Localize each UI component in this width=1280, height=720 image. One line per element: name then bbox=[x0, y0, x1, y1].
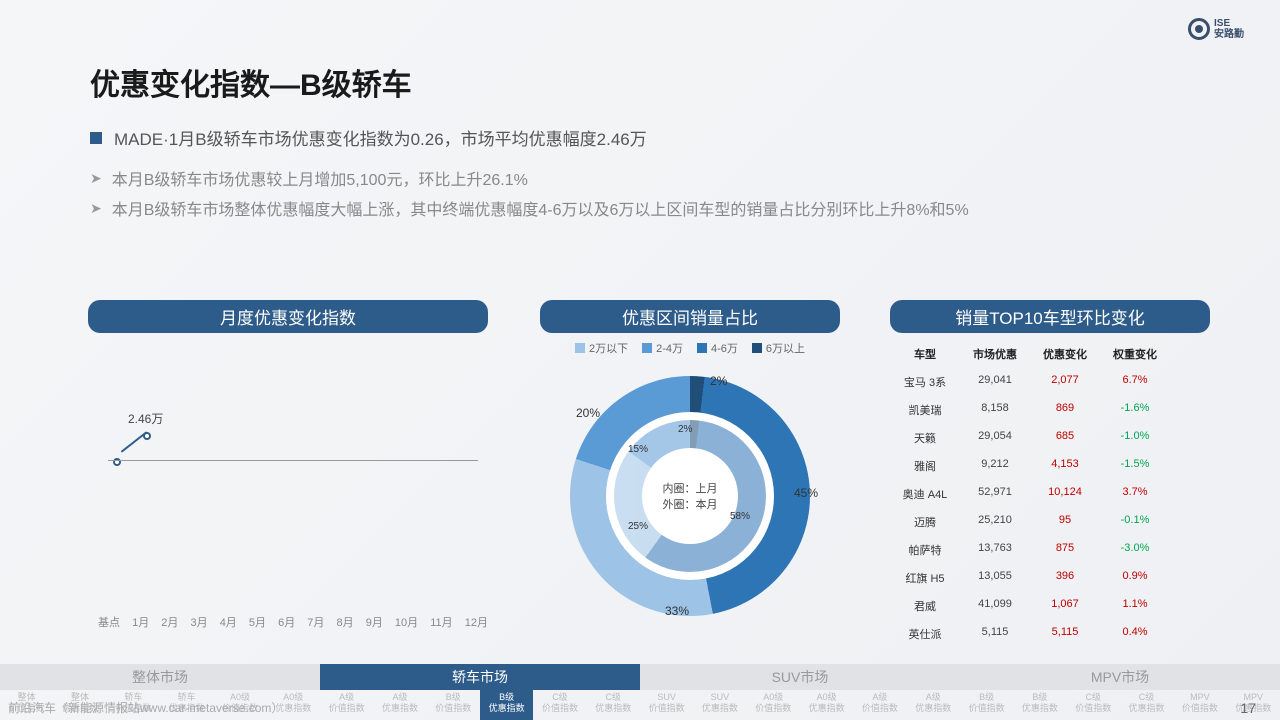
section-head-donut: 优惠区间销量占比 bbox=[540, 300, 840, 333]
donut-legend: 2万以下 2-4万 4-6万 6万以上 bbox=[540, 340, 840, 356]
sub-tab[interactable]: B级 优惠指数 bbox=[480, 690, 533, 720]
table-row: 宝马 3系29,0412,0776.7% bbox=[890, 368, 1220, 396]
sub-tab[interactable]: C级 价值指数 bbox=[1067, 690, 1120, 720]
legend-swatch bbox=[642, 343, 652, 353]
legend-item: 2-4万 bbox=[642, 340, 683, 356]
top10-table: 车型市场优惠优惠变化权重变化宝马 3系29,0412,0776.7%凯美瑞8,1… bbox=[890, 340, 1220, 648]
line-chart: 2.46万 基点 1月 2月 3月 4月 5月 6月 7月 8月 9月 10月 11月 12月 bbox=[88, 340, 488, 630]
sub-tab[interactable]: SUV 价值指数 bbox=[640, 690, 693, 720]
bullet-list: ➤ 本月B级轿车市场优惠较上月增加5,100元，环比上升26.1% ➤ 本月B级轿车… bbox=[90, 160, 969, 220]
pct-label: 58% bbox=[730, 511, 750, 522]
x-label: 11月 bbox=[430, 614, 452, 630]
legend-item: 2万以下 bbox=[575, 340, 628, 356]
legend-item: 6万以上 bbox=[752, 340, 805, 356]
sub-tab[interactable]: B级 价值指数 bbox=[960, 690, 1013, 720]
table-row: 英仕派5,1155,1150.4% bbox=[890, 620, 1220, 648]
donut-center-text: 内圈：上月 外圈：本月 bbox=[570, 376, 810, 616]
logo: ISE安路勤 bbox=[1188, 18, 1244, 40]
sub-tab[interactable]: SUV 优惠指数 bbox=[693, 690, 746, 720]
page-number: 17 bbox=[1240, 700, 1256, 716]
bottom-tab[interactable]: 轿车市场 bbox=[320, 664, 640, 690]
chevron-icon: ➤ bbox=[90, 170, 102, 187]
table-row: 天籁29,054685-1.0% bbox=[890, 424, 1220, 452]
line-point bbox=[143, 432, 151, 440]
x-label: 5月 bbox=[249, 614, 266, 630]
logo-text: ISE安路勤 bbox=[1214, 18, 1244, 40]
sub-tab[interactable]: B级 价值指数 bbox=[427, 690, 480, 720]
x-label: 6月 bbox=[278, 614, 295, 630]
bullet-text: 本月B级轿车市场整体优惠幅度大幅上涨，其中终端优惠幅度4-6万以及6万以上区间车… bbox=[112, 196, 969, 220]
table-row: 迈腾25,21095-0.1% bbox=[890, 508, 1220, 536]
pct-label: 25% bbox=[628, 521, 648, 532]
table-row: 红旗 H513,0553960.9% bbox=[890, 564, 1220, 592]
bottom-tab[interactable]: 整体市场 bbox=[0, 664, 320, 690]
sub-tab[interactable]: C级 价值指数 bbox=[533, 690, 586, 720]
sub-tab[interactable]: MPV 价值指数 bbox=[1173, 690, 1226, 720]
legend-swatch bbox=[752, 343, 762, 353]
line-axis bbox=[108, 460, 478, 461]
x-label: 4月 bbox=[220, 614, 237, 630]
x-label: 8月 bbox=[337, 614, 354, 630]
bullet-item: ➤ 本月B级轿车市场整体优惠幅度大幅上涨，其中终端优惠幅度4-6万以及6万以上区间… bbox=[90, 196, 969, 220]
pct-label: 33% bbox=[665, 604, 689, 618]
sub-tab[interactable]: B级 优惠指数 bbox=[1013, 690, 1066, 720]
bottom-tab[interactable]: SUV市场 bbox=[640, 664, 960, 690]
highlight-text: MADE·1月B级轿车市场优惠变化指数为0.26，市场平均优惠幅度2.46万 bbox=[114, 125, 647, 150]
logo-icon bbox=[1188, 18, 1210, 40]
watermark: 前沿汽车（新能源情报站www.car-metaverse.com） bbox=[8, 699, 283, 716]
x-label: 7月 bbox=[307, 614, 324, 630]
donut-chart: 内圈：上月 外圈：本月 2% 45% 33% 20% 2% 58% 25% 15… bbox=[570, 376, 810, 616]
sub-tab[interactable]: C级 优惠指数 bbox=[1120, 690, 1173, 720]
legend-swatch bbox=[697, 343, 707, 353]
legend-item: 4-6万 bbox=[697, 340, 738, 356]
table-row: 雅阁9,2124,153-1.5% bbox=[890, 452, 1220, 480]
table-row: 君威41,0991,0671.1% bbox=[890, 592, 1220, 620]
pct-label: 45% bbox=[794, 486, 818, 500]
page-title: 优惠变化指数—B级轿车 bbox=[90, 60, 412, 104]
pct-label: 2% bbox=[678, 424, 692, 435]
sub-tab[interactable]: A级 优惠指数 bbox=[907, 690, 960, 720]
sub-tab[interactable]: C级 优惠指数 bbox=[587, 690, 640, 720]
bullet-item: ➤ 本月B级轿车市场优惠较上月增加5,100元，环比上升26.1% bbox=[90, 166, 969, 190]
sub-tab[interactable]: A0级 价值指数 bbox=[747, 690, 800, 720]
section-head-line: 月度优惠变化指数 bbox=[88, 300, 488, 333]
bullet-text: 本月B级轿车市场优惠较上月增加5,100元，环比上升26.1% bbox=[112, 166, 528, 190]
x-label: 12月 bbox=[465, 614, 488, 630]
pct-label: 15% bbox=[628, 444, 648, 455]
bottom-tab[interactable]: MPV市场 bbox=[960, 664, 1280, 690]
line-x-labels: 基点 1月 2月 3月 4月 5月 6月 7月 8月 9月 10月 11月 12月 bbox=[98, 614, 488, 630]
pct-label: 2% bbox=[710, 374, 727, 388]
bullet-square-icon bbox=[90, 132, 102, 144]
legend-swatch bbox=[575, 343, 585, 353]
x-label: 2月 bbox=[161, 614, 178, 630]
table-row: 凯美瑞8,158869-1.6% bbox=[890, 396, 1220, 424]
x-label: 基点 bbox=[98, 614, 120, 630]
donut-chart-wrap: 2万以下 2-4万 4-6万 6万以上 内圈：上月 外圈：本月 2% 45% 33% … bbox=[540, 340, 840, 616]
table-row: 帕萨特13,763875-3.0% bbox=[890, 536, 1220, 564]
table-row: 奥迪 A4L52,97110,1243.7% bbox=[890, 480, 1220, 508]
x-label: 3月 bbox=[190, 614, 207, 630]
chevron-icon: ➤ bbox=[90, 200, 102, 217]
section-head-table: 销量TOP10车型环比变化 bbox=[890, 300, 1210, 333]
line-point-label: 2.46万 bbox=[128, 410, 163, 427]
sub-tab[interactable]: A级 价值指数 bbox=[320, 690, 373, 720]
sub-tab[interactable]: A级 价值指数 bbox=[853, 690, 906, 720]
highlight-row: MADE·1月B级轿车市场优惠变化指数为0.26，市场平均优惠幅度2.46万 bbox=[90, 125, 647, 150]
x-label: 1月 bbox=[132, 614, 149, 630]
x-label: 10月 bbox=[395, 614, 418, 630]
pct-label: 20% bbox=[576, 406, 600, 420]
table-header: 车型市场优惠优惠变化权重变化 bbox=[890, 340, 1220, 368]
sub-tab[interactable]: A0级 优惠指数 bbox=[800, 690, 853, 720]
bottom-tabs: 整体市场轿车市场SUV市场MPV市场 bbox=[0, 664, 1280, 690]
x-label: 9月 bbox=[366, 614, 383, 630]
sub-tab[interactable]: A级 优惠指数 bbox=[373, 690, 426, 720]
